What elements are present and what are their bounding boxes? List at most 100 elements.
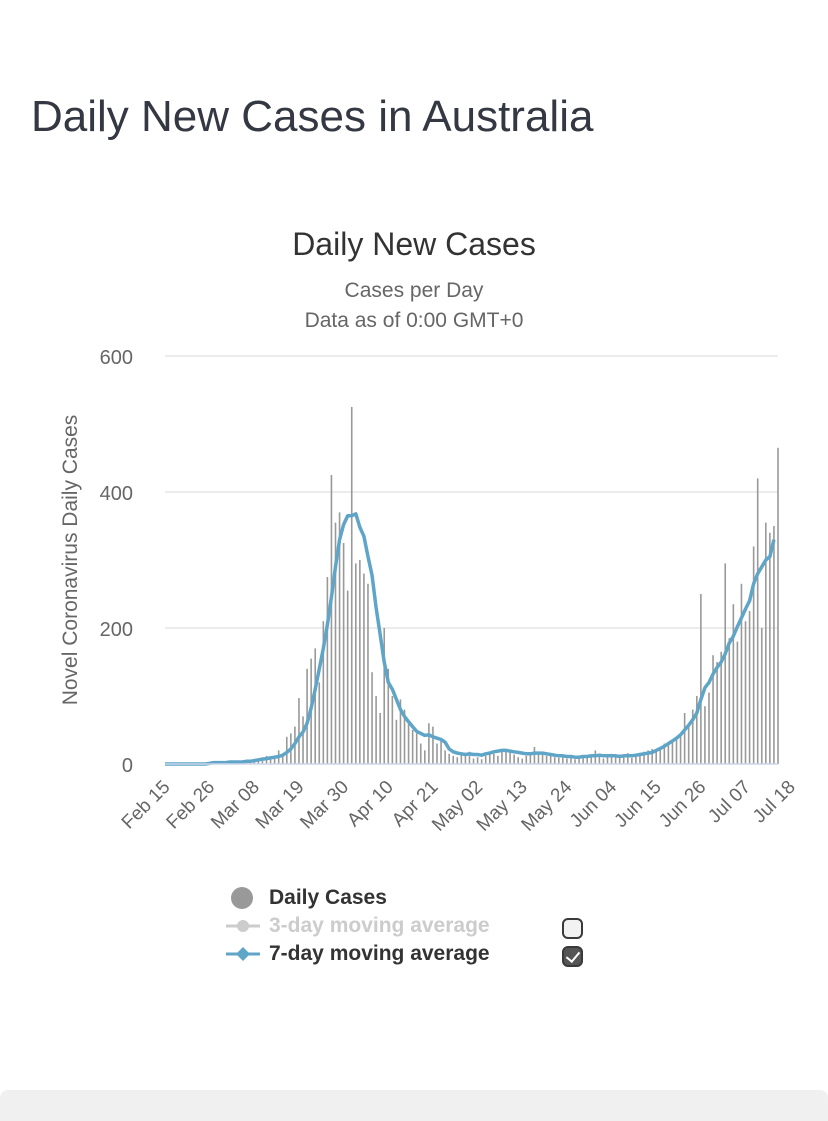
daily-cases-bar	[501, 749, 503, 764]
x-tick-label: Apr 10	[343, 777, 397, 831]
daily-cases-bar	[395, 719, 398, 764]
daily-cases-bar	[456, 757, 459, 764]
y-tick-label: 600	[100, 347, 133, 369]
daily-cases-bar	[765, 522, 767, 764]
y-axis-title: Novel Coronavirus Daily Cases	[59, 415, 82, 706]
daily-cases-bar	[631, 757, 633, 764]
daily-cases-bar	[342, 543, 345, 764]
line-diamond-marker-icon	[226, 947, 260, 961]
daily-cases-bar	[440, 740, 442, 764]
daily-cases-bar	[732, 604, 735, 764]
daily-cases-bar	[318, 682, 321, 764]
daily-cases-bar	[383, 628, 386, 764]
daily-cases-bar	[419, 743, 422, 764]
x-tick-label: Mar 30	[296, 777, 353, 834]
daily-cases-bar	[488, 751, 491, 764]
daily-cases-bar	[424, 750, 426, 764]
circle-marker-icon	[231, 887, 253, 909]
legend-label: 7-day moving average	[269, 942, 490, 965]
daily-cases-bar	[760, 628, 763, 764]
daily-cases-bar	[509, 751, 511, 764]
daily-cases-bar	[683, 713, 686, 764]
daily-cases-bar	[338, 512, 341, 764]
daily-cases-bar	[769, 532, 771, 764]
daily-cases-bar	[700, 594, 702, 764]
daily-cases-bar	[387, 668, 390, 764]
daily-cases-bar	[635, 755, 637, 764]
x-tick-label: Jun 26	[655, 777, 710, 832]
daily-cases-bar	[756, 478, 759, 764]
daily-cases-bar	[448, 753, 450, 764]
chart-title: Daily New Cases	[292, 226, 536, 262]
daily-cases-bar	[549, 754, 552, 764]
daily-cases-bar	[302, 716, 304, 764]
legend-item-7-day-moving-average[interactable]: 7-day moving average	[226, 940, 626, 968]
daily-cases-bar	[651, 749, 653, 764]
daily-cases-bar	[269, 759, 272, 764]
chart-data-timestamp: Data as of 0:00 GMT+0	[305, 309, 524, 332]
daily-cases-bar	[724, 563, 727, 764]
daily-cases-bar	[696, 696, 698, 764]
daily-cases-bar	[281, 755, 284, 764]
daily-cases-bar	[557, 757, 560, 764]
daily-cases-bar	[379, 713, 381, 764]
daily-cases-bar	[415, 733, 418, 764]
daily-cases-bar	[322, 621, 325, 764]
daily-cases-bar	[590, 757, 593, 764]
daily-cases-bar	[647, 750, 649, 764]
x-tick-label: Mar 08	[207, 777, 264, 834]
daily-cases-bar	[586, 755, 588, 764]
daily-cases-bar	[562, 756, 564, 764]
daily-cases-bar	[391, 696, 394, 764]
daily-cases-bar	[273, 755, 276, 764]
x-tick-label: Jun 04	[566, 776, 621, 831]
daily-cases-bar	[428, 723, 430, 764]
daily-cases-bar	[525, 755, 528, 764]
gridlines	[165, 355, 778, 629]
daily-cases-bar	[468, 751, 471, 764]
daily-cases-bar	[363, 573, 365, 764]
daily-cases-bar	[505, 750, 507, 764]
daily-cases-bar	[497, 755, 499, 764]
daily-cases-bar	[777, 447, 779, 764]
x-tick-label: May 24	[518, 776, 577, 835]
daily-cases-bar	[452, 755, 455, 764]
x-tick-label: Jun 15	[611, 777, 666, 832]
bottom-panel	[0, 1090, 828, 1121]
daily-cases-bar	[432, 726, 434, 764]
daily-cases-bar	[484, 755, 487, 764]
daily-cases-bar	[602, 758, 605, 764]
daily-cases-bar	[704, 706, 706, 764]
chart-subtitle: Cases per Day	[345, 279, 484, 302]
daily-cases-bar	[667, 744, 670, 764]
daily-cases-bar	[464, 755, 467, 764]
daily-cases-bar	[355, 563, 357, 764]
toggle-7-day-average-checkbox[interactable]	[562, 946, 583, 967]
daily-cases-bar	[371, 672, 373, 764]
daily-cases-bar	[326, 577, 329, 764]
daily-cases-bar	[367, 583, 369, 764]
daily-cases-bar	[407, 719, 410, 764]
daily-cases-bar	[773, 526, 775, 764]
daily-cases-bar	[643, 751, 645, 764]
daily-cases-bar	[553, 757, 556, 764]
daily-cases-bar	[728, 638, 731, 764]
daily-cases-bar	[537, 751, 540, 764]
daily-cases-bar	[521, 758, 524, 764]
daily-cases-bar	[541, 753, 544, 764]
legend-item-3-day-moving-average[interactable]: 3-day moving average	[226, 912, 626, 940]
x-tick-label: Jul 07	[704, 777, 755, 828]
daily-cases-bar	[639, 754, 641, 764]
daily-cases-bar	[659, 747, 662, 764]
daily-cases-bar	[712, 655, 714, 764]
daily-cases-bar	[359, 560, 361, 764]
x-tick-label: Jul 18	[749, 777, 800, 828]
toggle-3-day-average-checkbox[interactable]	[562, 918, 583, 939]
legend-item-daily-cases[interactable]: Daily Cases	[226, 884, 626, 912]
daily-cases-bar	[618, 754, 621, 764]
legend: Daily Cases 3-day moving average 7-day m…	[226, 884, 626, 968]
daily-cases-bar	[350, 407, 353, 764]
daily-cases-bar	[675, 736, 678, 764]
daily-cases-bar	[606, 755, 609, 764]
